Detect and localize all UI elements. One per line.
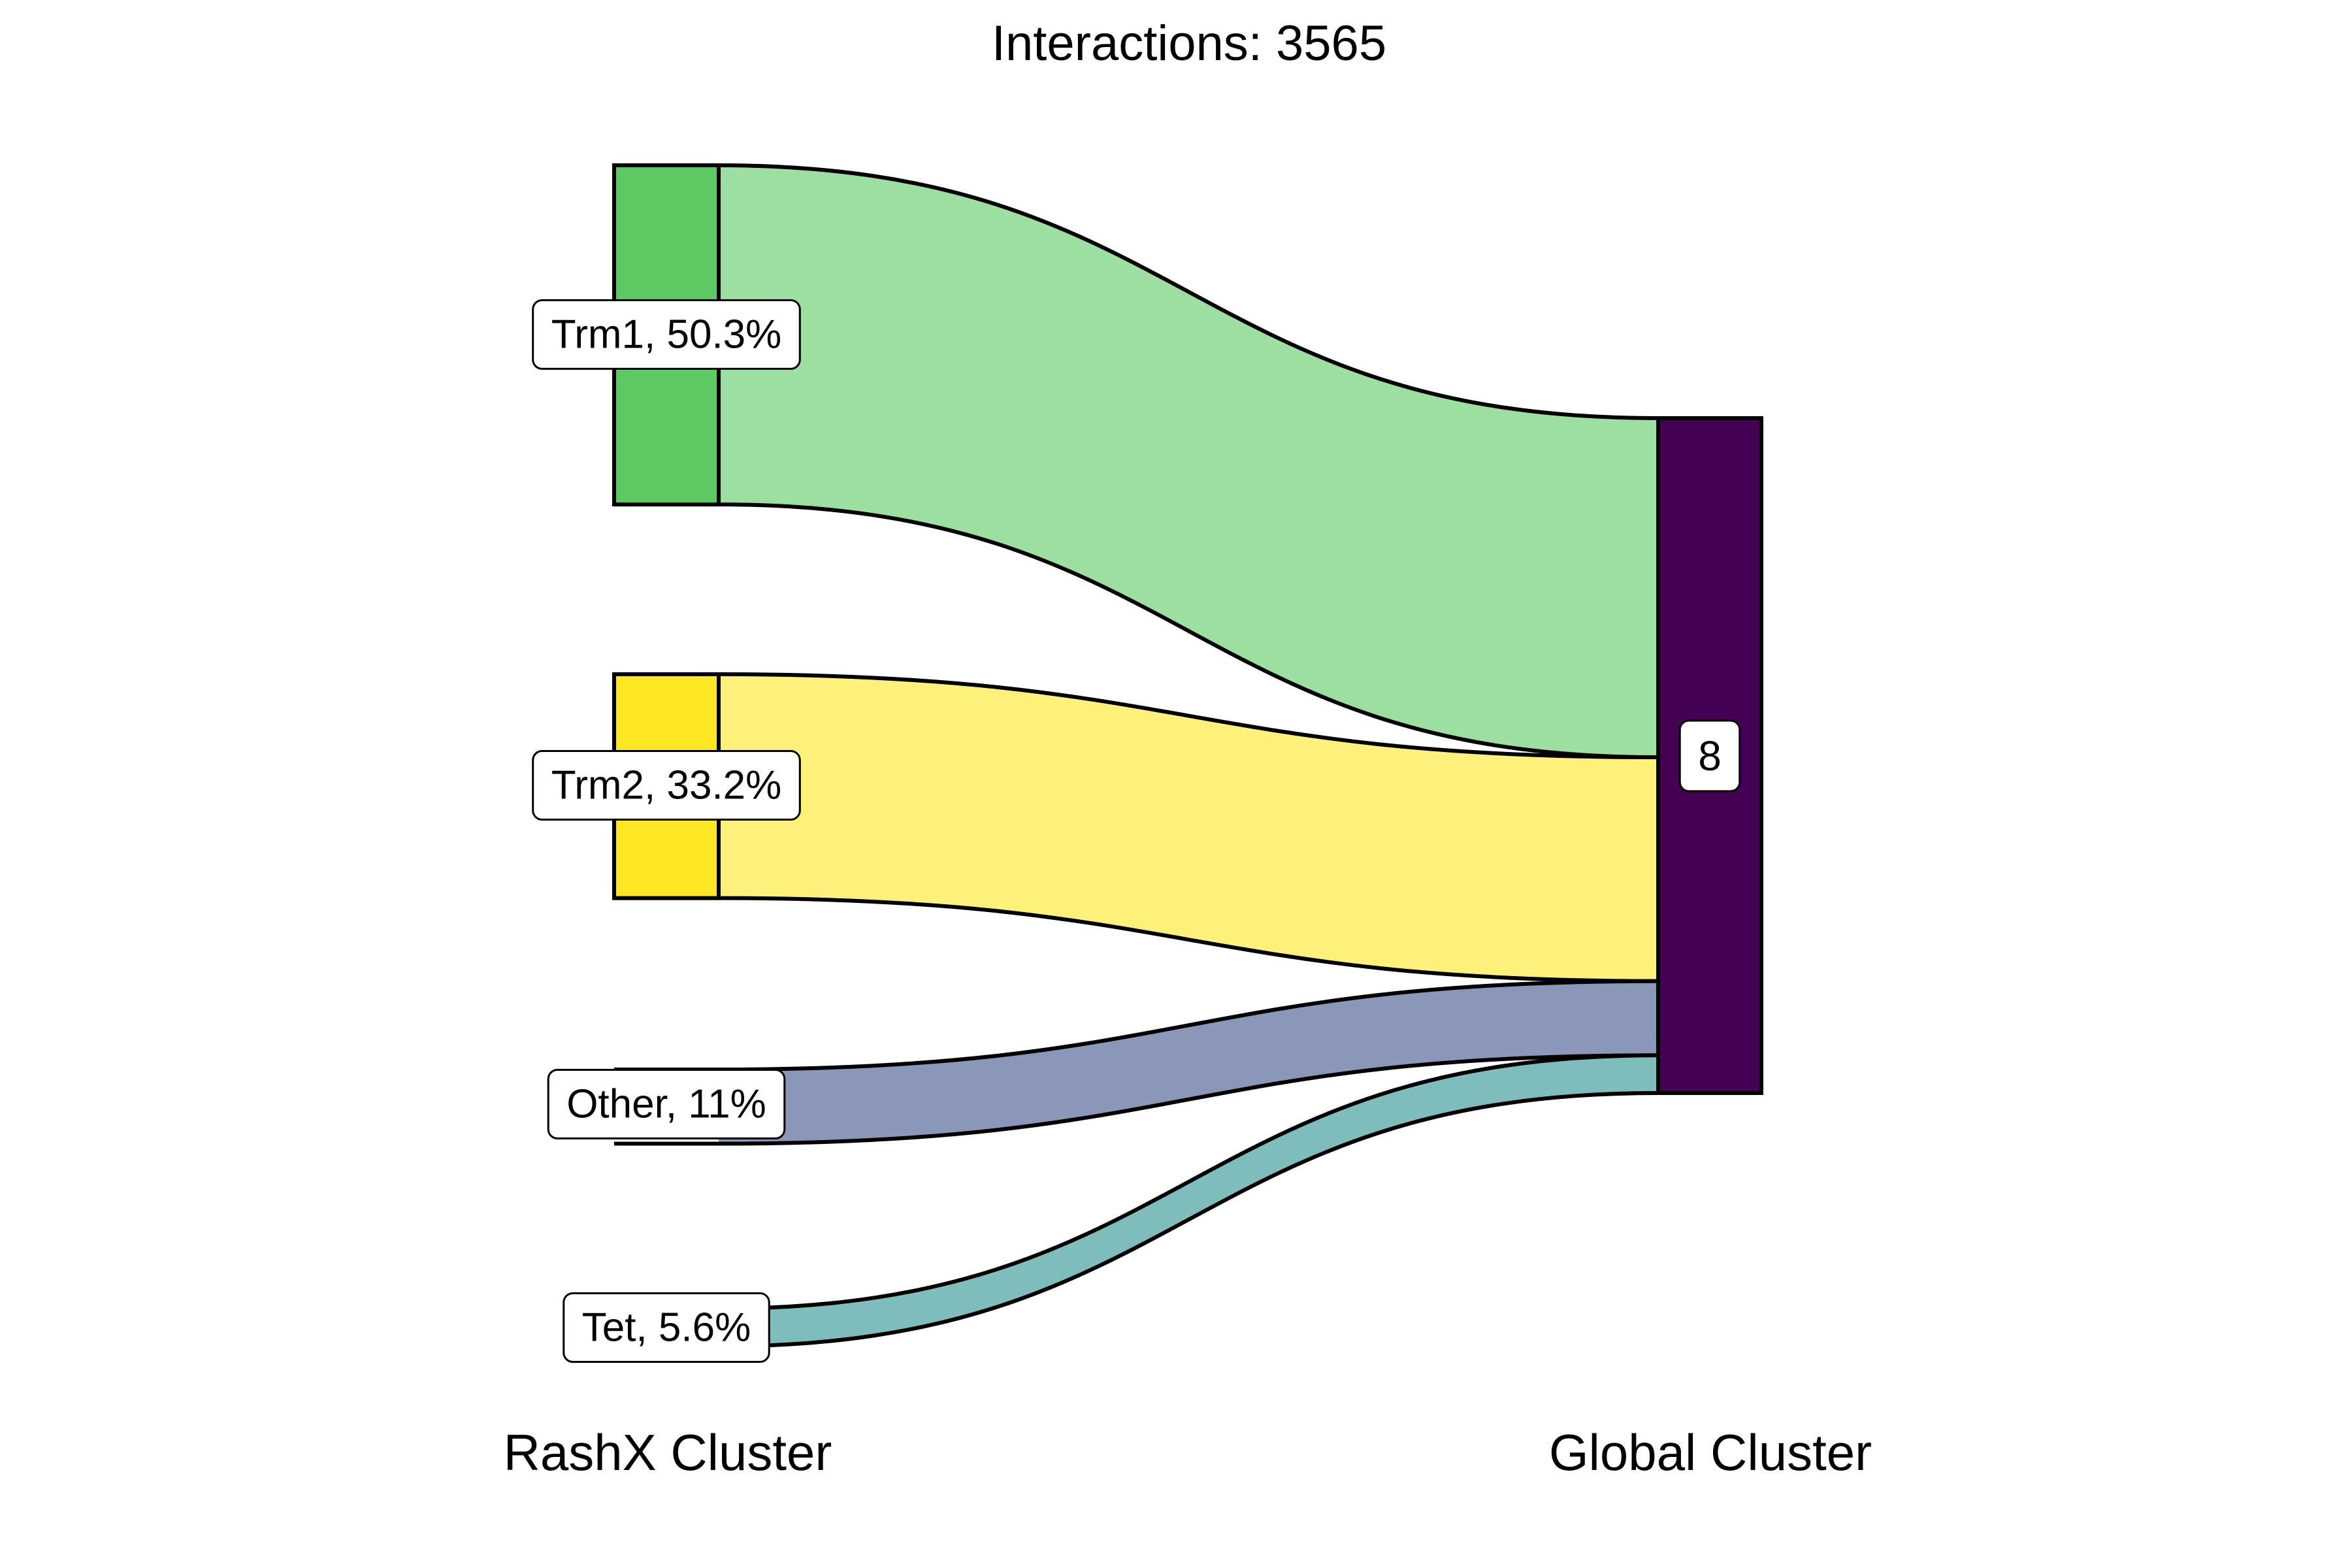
flow-edge-top-other: [614, 979, 1659, 1071]
right-axis-label: Global Cluster: [1549, 1424, 1872, 1481]
label-tet-box: [563, 1292, 770, 1363]
label-other-text: Other, 11%: [566, 1082, 766, 1127]
label-target-8-box: [1678, 719, 1741, 792]
flows-layer: [614, 163, 1659, 1348]
label-tet: Tet, 5.6%: [563, 1292, 770, 1363]
flow-edge-bottom-tet: [614, 1091, 1659, 1348]
flow-tet-to-8: [719, 1055, 1658, 1347]
label-trm1-box: [532, 299, 801, 370]
label-trm2: Trm2, 33.2%: [532, 750, 801, 821]
chart-title: Interactions: 3565: [992, 16, 1386, 71]
label-trm1-text: Trm1, 50.3%: [551, 312, 782, 357]
label-tet-text: Tet, 5.6%: [582, 1305, 751, 1350]
label-other-box: [547, 1069, 786, 1139]
flow-trm2-to-8: [719, 674, 1658, 981]
label-trm2-text: Trm2, 33.2%: [551, 763, 782, 808]
label-target-8-text: 8: [1698, 732, 1722, 779]
flow-edge-top-tet: [614, 1053, 1659, 1311]
labels-layer: Trm1, 50.3% Trm2, 33.2% Other, 11% Tet, 5.6…: [532, 299, 1741, 1363]
label-target-8: 8: [1678, 719, 1741, 792]
flow-other-to-8: [719, 981, 1658, 1144]
left-axis-label: RashX Cluster: [504, 1424, 832, 1481]
flow-edge-top-trm2: [614, 672, 1659, 760]
flow-edge-top-trm1: [614, 163, 1659, 420]
flow-edge-bottom-trm1: [614, 502, 1659, 760]
label-other: Other, 11%: [547, 1069, 786, 1139]
flow-trm1-to-8: [719, 165, 1658, 758]
label-trm1: Trm1, 50.3%: [532, 299, 801, 370]
flow-edge-bottom-trm2: [614, 896, 1659, 983]
label-trm2-box: [532, 750, 801, 821]
flow-edge-bottom-other: [614, 1053, 1659, 1146]
node-target-8: [1656, 416, 1763, 1095]
